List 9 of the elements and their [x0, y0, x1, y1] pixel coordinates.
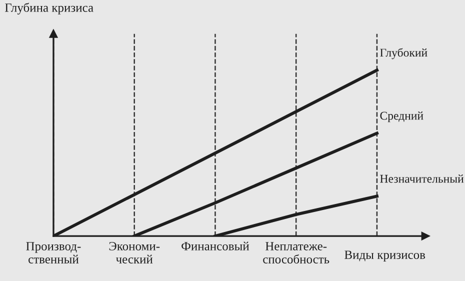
y-axis-title: Глубина кризиса [5, 2, 94, 14]
series-label: Средний [380, 112, 424, 122]
series-label: Глубокий [380, 48, 428, 60]
series-label: Незначительный [380, 174, 464, 183]
x-axis-title: Виды кризисов [344, 250, 426, 262]
x-tick-label: Экономи- ческий [109, 242, 160, 264]
x-tick-label: Неплатеже- способность [263, 242, 330, 264]
x-tick-label: Производ- ственный [26, 242, 81, 264]
x-tick-label: Финансовый [182, 242, 250, 250]
